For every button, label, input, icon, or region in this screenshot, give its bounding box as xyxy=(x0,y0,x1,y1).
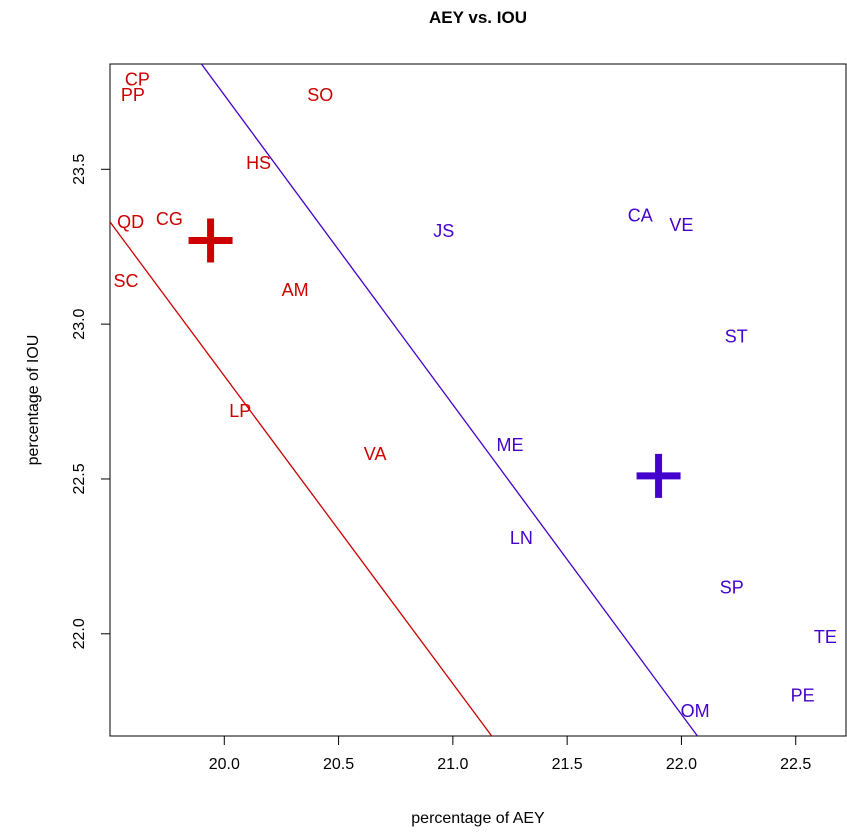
point-label: PP xyxy=(121,85,145,105)
point-label: ST xyxy=(725,327,748,347)
discriminant-lines xyxy=(110,64,698,736)
point-label: CA xyxy=(628,206,653,226)
point-label: SO xyxy=(307,85,333,105)
point-label: OM xyxy=(681,701,710,721)
point-label: SP xyxy=(720,577,744,597)
point-label: LP xyxy=(229,401,251,421)
point-label: CG xyxy=(156,209,183,229)
centroid-marker xyxy=(188,218,233,263)
boundary-line xyxy=(110,221,493,736)
y-tick-label: 23.5 xyxy=(71,154,88,185)
x-tick-label: 21.5 xyxy=(552,756,583,773)
y-axis-label: percentage of IOU xyxy=(25,335,42,466)
chart-title: AEY vs. IOU xyxy=(429,8,527,27)
centroid-marker xyxy=(636,453,681,498)
point-label: TE xyxy=(814,627,837,647)
x-tick-label: 22.5 xyxy=(780,756,811,773)
y-tick-label: 22.5 xyxy=(71,463,88,494)
y-axis: 22.0 22.5 23.0 23.5 xyxy=(71,154,110,649)
x-tick-label: 21.0 xyxy=(437,756,468,773)
x-tick-label: 20.0 xyxy=(209,756,240,773)
point-label: QD xyxy=(117,212,144,232)
point-label: PE xyxy=(791,686,815,706)
x-tick-label: 20.5 xyxy=(323,756,354,773)
point-label: VA xyxy=(364,444,387,464)
centroids xyxy=(188,218,681,498)
point-label: HS xyxy=(246,153,271,173)
x-axis: 20.0 20.5 21.0 21.5 22.0 22.5 xyxy=(209,736,811,773)
boundary-line xyxy=(200,64,698,736)
plot-frame xyxy=(109,63,847,737)
y-tick-label: 23.0 xyxy=(71,308,88,339)
point-label: SC xyxy=(113,271,138,291)
point-label: VE xyxy=(669,215,693,235)
point-label: JS xyxy=(433,221,454,241)
point-label: ME xyxy=(497,435,524,455)
point-label: AM xyxy=(282,280,309,300)
x-axis-label: percentage of AEY xyxy=(411,810,545,827)
y-tick-label: 22.0 xyxy=(71,618,88,649)
point-label: CP xyxy=(125,69,150,89)
x-tick-label: 22.0 xyxy=(666,756,697,773)
point-label: LN xyxy=(510,528,533,548)
